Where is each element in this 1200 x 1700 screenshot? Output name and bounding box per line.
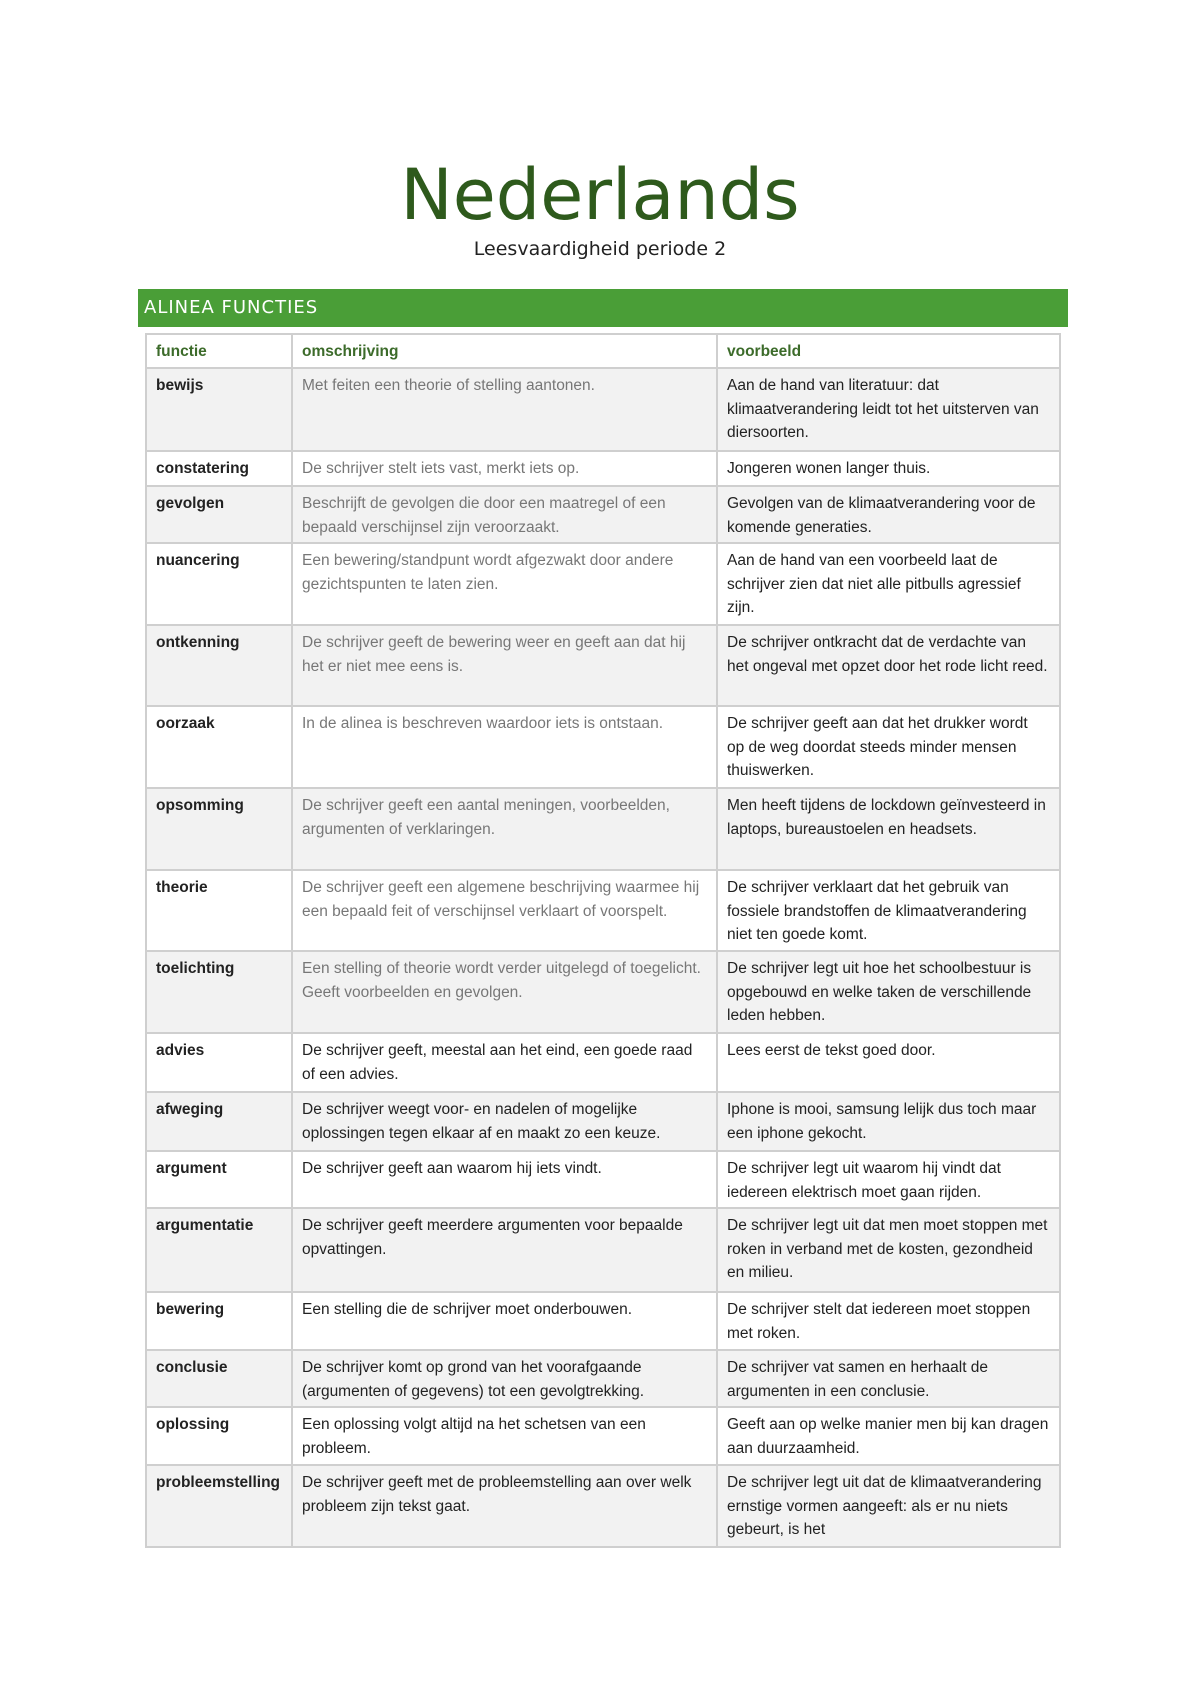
cell-omschrijving: In de alinea is beschreven waardoor iets… (291, 705, 718, 789)
cell-omschrijving: Een oplossing volgt altijd na het schets… (291, 1406, 718, 1466)
cell-voorbeeld: De schrijver geeft aan dat het drukker w… (716, 705, 1061, 789)
table-row: constatering De schrijver stelt iets vast… (145, 450, 1061, 487)
cell-voorbeeld: De schrijver ontkracht dat de verdachte … (716, 624, 1061, 707)
table-row: conclusie De schrijver komt op grond van … (145, 1349, 1061, 1408)
cell-functie: bewering (145, 1291, 293, 1351)
cell-voorbeeld: Aan de hand van literatuur: dat klimaatv… (716, 367, 1061, 452)
cell-omschrijving: De schrijver geeft een aantal meningen, … (291, 787, 718, 871)
cell-omschrijving: De schrijver weegt voor- en nadelen of m… (291, 1091, 718, 1152)
cell-functie: afweging (145, 1091, 293, 1152)
cell-omschrijving: De schrijver geeft de bewering weer en g… (291, 624, 718, 707)
cell-functie: advies (145, 1032, 293, 1093)
header-voorbeeld: voorbeeld (716, 333, 1061, 369)
cell-functie: opsomming (145, 787, 293, 871)
cell-voorbeeld: De schrijver verklaart dat het gebruik v… (716, 869, 1061, 952)
cell-voorbeeld: Aan de hand van een voorbeeld laat de sc… (716, 542, 1061, 626)
cell-functie: ontkenning (145, 624, 293, 707)
cell-voorbeeld: Jongeren wonen langer thuis. (716, 450, 1061, 487)
table-row: theorie De schrijver geeft een algemene b… (145, 869, 1061, 952)
cell-voorbeeld: De schrijver legt uit hoe het schoolbest… (716, 950, 1061, 1034)
cell-functie: oorzaak (145, 705, 293, 789)
cell-functie: nuancering (145, 542, 293, 626)
cell-voorbeeld: Gevolgen van de klimaatverandering voor … (716, 485, 1061, 544)
cell-omschrijving: De schrijver stelt iets vast, merkt iets… (291, 450, 718, 487)
cell-omschrijving: Een stelling of theorie wordt verder uit… (291, 950, 718, 1034)
table-row: nuancering Een bewering/standpunt wordt a… (145, 542, 1061, 626)
table-row: toelichting Een stelling of theorie wordt… (145, 950, 1061, 1034)
cell-omschrijving: De schrijver komt op grond van het voora… (291, 1349, 718, 1408)
table-row: bewering Een stelling die de schrijver mo… (145, 1291, 1061, 1351)
cell-voorbeeld: De schrijver legt uit dat men moet stopp… (716, 1207, 1061, 1293)
header-omschrijving: omschrijving (291, 333, 718, 369)
cell-voorbeeld: De schrijver stelt dat iedereen moet sto… (716, 1291, 1061, 1351)
cell-functie: bewijs (145, 367, 293, 452)
page-title: Nederlands (400, 154, 800, 236)
table-row: bewijs Met feiten een theorie of stelling… (145, 367, 1061, 452)
cell-functie: gevolgen (145, 485, 293, 544)
cell-omschrijving: Beschrijft de gevolgen die door een maat… (291, 485, 718, 544)
cell-functie: argument (145, 1150, 293, 1209)
table-header-row: functie omschrijving voorbeeld (145, 333, 1061, 369)
cell-functie: conclusie (145, 1349, 293, 1408)
table-row: oorzaak In de alinea is beschreven waardo… (145, 705, 1061, 789)
header-functie: functie (145, 333, 293, 369)
cell-omschrijving: Een bewering/standpunt wordt afgezwakt d… (291, 542, 718, 626)
alinea-functies-table: functie omschrijving voorbeeld bewijs Met… (145, 333, 1061, 1548)
cell-omschrijving: De schrijver geeft aan waarom hij iets v… (291, 1150, 718, 1209)
cell-voorbeeld: Geeft aan op welke manier men bij kan dr… (716, 1406, 1061, 1466)
cell-voorbeeld: Iphone is mooi, samsung lelijk dus toch … (716, 1091, 1061, 1152)
cell-omschrijving: De schrijver geeft met de probleemstelli… (291, 1464, 718, 1548)
page-subtitle: Leesvaardigheid periode 2 (473, 238, 727, 260)
table-row: oplossing Een oplossing volgt altijd na h… (145, 1406, 1061, 1466)
table-row: ontkenning De schrijver geeft de bewering… (145, 624, 1061, 707)
cell-voorbeeld: De schrijver legt uit waarom hij vindt d… (716, 1150, 1061, 1209)
cell-omschrijving: De schrijver geeft, meestal aan het eind… (291, 1032, 718, 1093)
cell-omschrijving: Met feiten een theorie of stelling aanto… (291, 367, 718, 452)
section-heading: ALINEA FUNCTIES (138, 289, 1068, 327)
table-row: gevolgen Beschrijft de gevolgen die door … (145, 485, 1061, 544)
table-row: afweging De schrijver weegt voor- en nade… (145, 1091, 1061, 1152)
table-row: argumentatie De schrijver geeft meerdere … (145, 1207, 1061, 1293)
cell-voorbeeld: Lees eerst de tekst goed door. (716, 1032, 1061, 1093)
table-row: probleemstelling De schrijver geeft met d… (145, 1464, 1061, 1548)
cell-omschrijving: De schrijver geeft meerdere argumenten v… (291, 1207, 718, 1293)
cell-functie: theorie (145, 869, 293, 952)
table-row: advies De schrijver geeft, meestal aan he… (145, 1032, 1061, 1093)
cell-functie: constatering (145, 450, 293, 487)
table-row: opsomming De schrijver geeft een aantal m… (145, 787, 1061, 871)
cell-omschrijving: Een stelling die de schrijver moet onder… (291, 1291, 718, 1351)
cell-voorbeeld: De schrijver vat samen en herhaalt de ar… (716, 1349, 1061, 1408)
cell-omschrijving: De schrijver geeft een algemene beschrij… (291, 869, 718, 952)
cell-functie: argumentatie (145, 1207, 293, 1293)
cell-functie: toelichting (145, 950, 293, 1034)
cell-voorbeeld: Men heeft tijdens de lockdown geïnvestee… (716, 787, 1061, 871)
cell-functie: probleemstelling (145, 1464, 293, 1548)
table-row: argument De schrijver geeft aan waarom hi… (145, 1150, 1061, 1209)
cell-functie: oplossing (145, 1406, 293, 1466)
cell-voorbeeld: De schrijver legt uit dat de klimaatvera… (716, 1464, 1061, 1548)
